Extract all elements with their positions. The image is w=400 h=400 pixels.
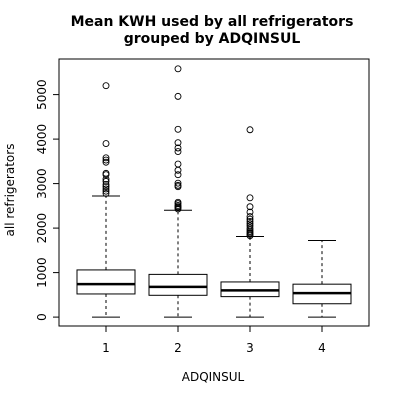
outlier-point <box>174 92 182 100</box>
outlier-point <box>102 154 110 162</box>
chart-title-line-1: Mean KWH used by all refrigerators <box>71 14 354 30</box>
outlier-point <box>102 187 110 195</box>
outlier-point <box>102 185 110 193</box>
outlier-point <box>246 224 254 232</box>
chart-title-line-2: grouped by ADQINSUL <box>124 31 301 47</box>
y-axis-label: all refrigerators <box>3 144 17 237</box>
outlier-point <box>102 158 110 166</box>
outlier-point <box>246 222 254 230</box>
outlier-point <box>174 139 182 147</box>
x-axis: 1 2 3 4 <box>102 326 326 355</box>
outlier-point <box>102 181 110 188</box>
outlier-point <box>246 194 254 202</box>
outlier-point <box>174 65 182 73</box>
outlier-point <box>174 125 182 133</box>
box-group-1 <box>76 82 136 318</box>
outlier-point <box>246 208 254 216</box>
y-tick-label: 2000 <box>35 213 49 244</box>
outlier-point <box>174 201 182 209</box>
y-tick-label: 4000 <box>35 124 49 155</box>
box-group-4 <box>292 240 352 318</box>
outlier-point <box>174 144 182 152</box>
outlier-point <box>246 215 254 223</box>
iqr-box <box>76 269 136 295</box>
outlier-point <box>102 82 110 90</box>
outlier-point <box>246 126 254 134</box>
y-axis: 0 1000 2000 3000 4000 5000 <box>35 79 59 321</box>
outlier-point <box>246 220 254 228</box>
outlier-point <box>102 189 110 197</box>
x-tick-label: 4 <box>318 341 326 355</box>
x-tick-label: 1 <box>102 341 110 355</box>
outlier-point <box>174 148 182 156</box>
x-axis-label: ADQINSUL <box>182 370 245 384</box>
outlier-point <box>174 166 182 174</box>
y-tick-label: 3000 <box>35 168 49 199</box>
outlier-point <box>174 160 182 168</box>
x-tick-label: 3 <box>246 341 254 355</box>
plot-frame <box>58 58 370 327</box>
outlier-point <box>246 217 254 225</box>
outlier-point <box>102 183 110 191</box>
outlier-point <box>102 169 110 177</box>
outlier-point <box>102 156 110 164</box>
iqr-box <box>148 273 208 296</box>
box-group-3 <box>220 126 280 318</box>
outlier-point <box>174 179 182 187</box>
x-tick-label: 2 <box>174 341 182 355</box>
outlier-point <box>246 213 254 220</box>
boxes-layer <box>76 65 352 318</box>
y-tick-label: 5000 <box>35 79 49 110</box>
outlier-point <box>174 171 182 179</box>
outlier-point <box>102 177 110 185</box>
outlier-point <box>102 140 110 148</box>
outlier-point <box>174 198 182 206</box>
outlier-point <box>174 181 182 189</box>
outlier-point <box>246 203 254 211</box>
y-tick-label: 0 <box>35 313 49 321</box>
y-tick-label: 1000 <box>35 257 49 288</box>
box-group-2 <box>148 65 208 318</box>
